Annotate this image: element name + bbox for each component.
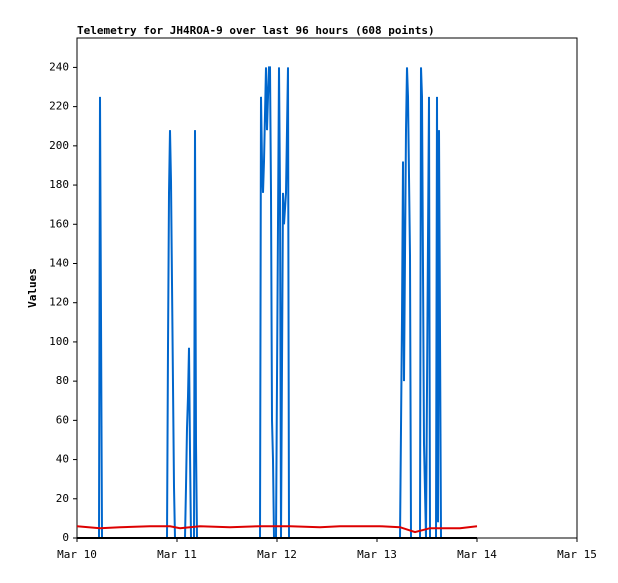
series-line [77,66,477,539]
x-tick-label: Mar 13 [357,548,397,561]
chart-title: Telemetry for JH4ROA-9 over last 96 hour… [77,24,435,37]
y-tick-label: 180 [49,178,69,191]
y-tick-label: 160 [49,217,69,230]
y-tick-label: 200 [49,139,69,152]
x-tick-label: Mar 11 [157,548,197,561]
y-tick-label: 60 [56,413,69,426]
y-tick-label: 40 [56,453,69,466]
x-tick-label: Mar 15 [557,548,597,561]
series-line [76,525,478,534]
y-tick-label: 120 [49,296,69,309]
x-tick-label: Mar 12 [257,548,297,561]
y-tick-label: 240 [49,60,69,73]
x-tick-label: Mar 10 [57,548,97,561]
y-tick-label: 80 [56,374,69,387]
y-tick-label: 0 [62,531,69,544]
y-tick-label: 220 [49,100,69,113]
plot-frame [76,37,578,539]
y-tick-label: 140 [49,256,69,269]
y-axis-label: Values [26,268,39,308]
y-tick-label: 20 [56,492,69,505]
x-tick-label: Mar 14 [457,548,497,561]
y-tick-label: 100 [49,335,69,348]
